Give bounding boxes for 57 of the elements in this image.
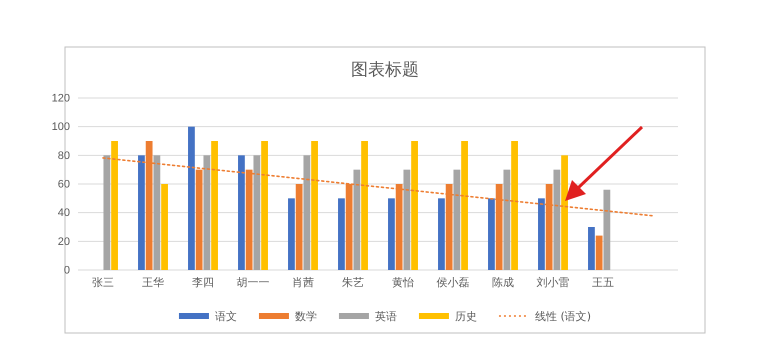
bar bbox=[503, 170, 510, 270]
x-tick-label: 朱艺 bbox=[342, 276, 364, 289]
bar bbox=[111, 141, 118, 270]
bar bbox=[153, 155, 160, 270]
y-tick-label: 100 bbox=[52, 121, 70, 134]
y-tick-label: 0 bbox=[64, 264, 70, 277]
x-tick-label: 胡一一 bbox=[236, 276, 270, 289]
chart-title: 图表标题 bbox=[351, 60, 419, 80]
bar bbox=[538, 198, 545, 270]
bar bbox=[411, 141, 418, 270]
bar bbox=[488, 198, 495, 270]
bar bbox=[388, 198, 395, 270]
legend-label: 历史 bbox=[454, 310, 477, 323]
bar bbox=[561, 155, 568, 270]
bar bbox=[511, 141, 518, 270]
x-tick-label: 陈成 bbox=[492, 276, 514, 289]
bar bbox=[203, 155, 210, 270]
bar bbox=[303, 155, 310, 270]
y-tick-label: 60 bbox=[58, 178, 70, 191]
legend-label: 语文 bbox=[214, 310, 237, 323]
bar bbox=[553, 170, 560, 270]
legend-label: 线性 (语文) bbox=[534, 310, 592, 323]
bar bbox=[138, 155, 145, 270]
bar bbox=[361, 141, 368, 270]
bar bbox=[311, 141, 318, 270]
bar bbox=[453, 170, 460, 270]
bar bbox=[296, 184, 303, 270]
bar bbox=[596, 236, 603, 270]
x-tick-label: 刘小雷 bbox=[536, 276, 570, 289]
x-tick-label: 李四 bbox=[192, 276, 214, 289]
y-tick-label: 80 bbox=[58, 150, 70, 162]
x-tick-label: 王五 bbox=[592, 276, 614, 289]
y-tick-label: 20 bbox=[58, 236, 70, 248]
x-tick-label: 黄怡 bbox=[392, 276, 414, 289]
bar bbox=[253, 155, 260, 270]
bar bbox=[261, 141, 268, 270]
bar bbox=[588, 227, 595, 270]
x-tick-label: 张三 bbox=[92, 276, 114, 289]
bar bbox=[438, 198, 445, 270]
bar bbox=[211, 141, 218, 270]
bar bbox=[161, 184, 168, 270]
x-tick-label: 肖茜 bbox=[292, 276, 314, 289]
bar bbox=[603, 190, 610, 270]
legend-label: 英语 bbox=[374, 310, 397, 323]
bar bbox=[338, 198, 345, 270]
y-tick-label: 120 bbox=[52, 92, 70, 105]
bar bbox=[188, 126, 195, 270]
bar bbox=[103, 155, 110, 270]
x-tick-label: 侯小磊 bbox=[436, 276, 470, 289]
legend-label: 数学 bbox=[294, 310, 317, 323]
bar bbox=[353, 170, 360, 270]
bar bbox=[403, 170, 410, 270]
bar bbox=[238, 155, 245, 270]
y-tick-label: 40 bbox=[58, 207, 70, 220]
bar bbox=[288, 198, 295, 270]
x-tick-label: 王华 bbox=[142, 276, 164, 289]
bar bbox=[461, 141, 468, 270]
